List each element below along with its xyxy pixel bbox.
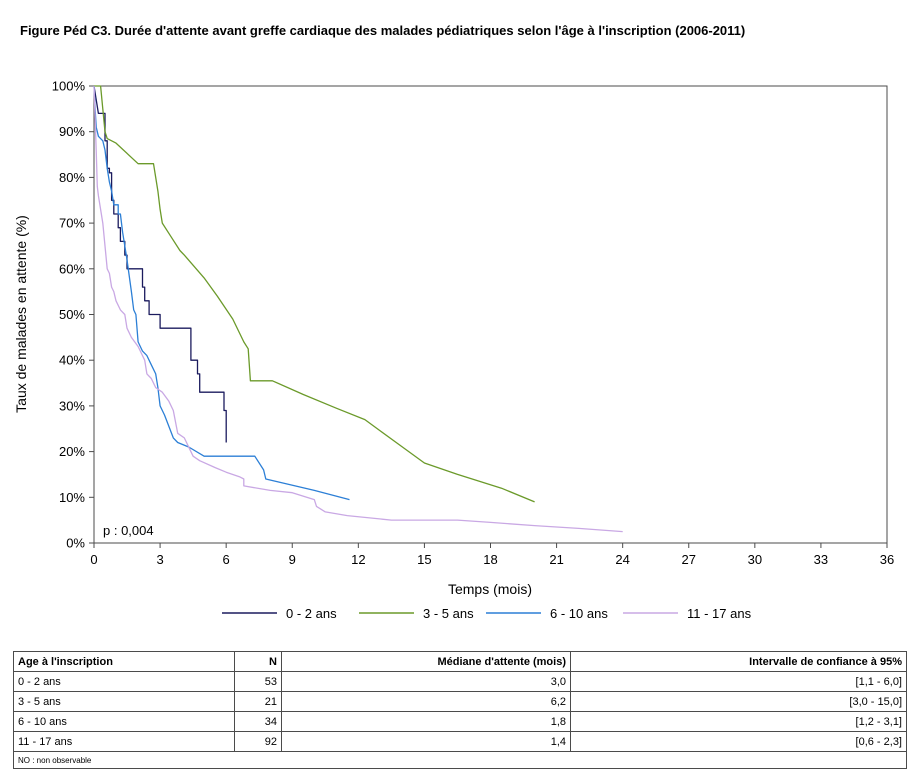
cell-median: 3,0 (281, 671, 571, 692)
cell-n: 34 (234, 711, 282, 732)
x-axis: 0 3 6 9 12 15 18 21 24 27 30 33 36 (90, 543, 894, 567)
legend: 0 - 2 ans 3 - 5 ans 6 - 10 ans 11 - 17 ans (222, 606, 752, 621)
y-tick-label: 20% (59, 444, 85, 459)
x-tick-label: 9 (289, 552, 296, 567)
series-lines (93, 85, 623, 533)
cell-ci: [3,0 - 15,0] (570, 691, 907, 712)
table-row: 11 - 17 ans 92 1,4 [0,6 - 2,3] (13, 731, 907, 752)
header-age: Age à l'inscription (13, 651, 235, 672)
legend-label: 3 - 5 ans (423, 606, 474, 621)
y-tick-label: 10% (59, 490, 85, 505)
table-note: NO : non observable (13, 751, 907, 769)
y-tick-label: 0% (66, 536, 85, 551)
y-tick-label: 40% (59, 353, 85, 368)
figure-title: Figure Péd C3. Durée d'attente avant gre… (20, 23, 746, 38)
y-tick-label: 30% (59, 398, 85, 413)
cell-median: 6,2 (281, 691, 571, 712)
y-axis: 0% 10% 20% 30% 40% 50% 60% 70% 80% 90% 100% (52, 79, 94, 551)
x-tick-label: 33 (814, 552, 828, 567)
x-axis-label: Temps (mois) (448, 581, 532, 597)
series-line-1 (93, 85, 227, 443)
y-tick-label: 70% (59, 216, 85, 231)
table-row: 0 - 2 ans 53 3,0 [1,1 - 6,0] (13, 671, 907, 692)
x-tick-label: 36 (880, 552, 894, 567)
header-median: Médiane d'attente (mois) (281, 651, 571, 672)
y-tick-label: 80% (59, 170, 85, 185)
x-tick-label: 6 (223, 552, 230, 567)
series-line-3 (93, 85, 350, 501)
cell-age: 3 - 5 ans (13, 691, 235, 712)
x-tick-label: 0 (90, 552, 97, 567)
x-tick-label: 21 (549, 552, 563, 567)
x-tick-label: 30 (748, 552, 762, 567)
cell-n: 92 (234, 731, 282, 752)
header-n: N (234, 651, 282, 672)
x-tick-label: 18 (483, 552, 497, 567)
legend-label: 0 - 2 ans (286, 606, 337, 621)
cell-age: 11 - 17 ans (13, 731, 235, 752)
y-tick-label: 90% (59, 124, 85, 139)
legend-label: 11 - 17 ans (687, 606, 752, 621)
x-tick-label: 3 (156, 552, 163, 567)
cell-n: 21 (234, 691, 282, 712)
x-tick-label: 15 (417, 552, 431, 567)
x-tick-label: 12 (351, 552, 365, 567)
plot-frame (93, 85, 888, 544)
cell-age: 0 - 2 ans (13, 671, 235, 692)
series-line-2 (94, 85, 535, 503)
y-tick-label: 50% (59, 307, 85, 322)
p-value-annotation: p : 0,004 (103, 523, 154, 538)
series-line-4 (93, 85, 623, 533)
header-ci: Intervalle de confiance à 95% (570, 651, 907, 672)
median-table: Age à l'inscription N Médiane d'attente … (13, 651, 907, 769)
table-row: 6 - 10 ans 34 1,8 [1,2 - 3,1] (13, 711, 907, 732)
cell-ci: [1,1 - 6,0] (570, 671, 907, 692)
x-tick-label: 27 (682, 552, 696, 567)
y-tick-label: 100% (52, 79, 86, 94)
table-note-row: NO : non observable (13, 751, 907, 769)
cell-ci: [0,6 - 2,3] (570, 731, 907, 752)
y-axis-label: Taux de malades en attente (%) (13, 215, 29, 413)
cell-median: 1,4 (281, 731, 571, 752)
survival-chart: 0%10%20%30%40%50%60%70%80%90%100% 0 3 6 9 12… (13, 79, 894, 622)
cell-median: 1,8 (281, 711, 571, 732)
x-tick-label: 24 (615, 552, 629, 567)
table-header-row: Age à l'inscription N Médiane d'attente … (13, 651, 907, 672)
table-row: 3 - 5 ans 21 6,2 [3,0 - 15,0] (13, 691, 907, 712)
cell-ci: [1,2 - 3,1] (570, 711, 907, 732)
cell-age: 6 - 10 ans (13, 711, 235, 732)
cell-n: 53 (234, 671, 282, 692)
legend-label: 6 - 10 ans (550, 606, 608, 621)
y-tick-label: 60% (59, 261, 85, 276)
